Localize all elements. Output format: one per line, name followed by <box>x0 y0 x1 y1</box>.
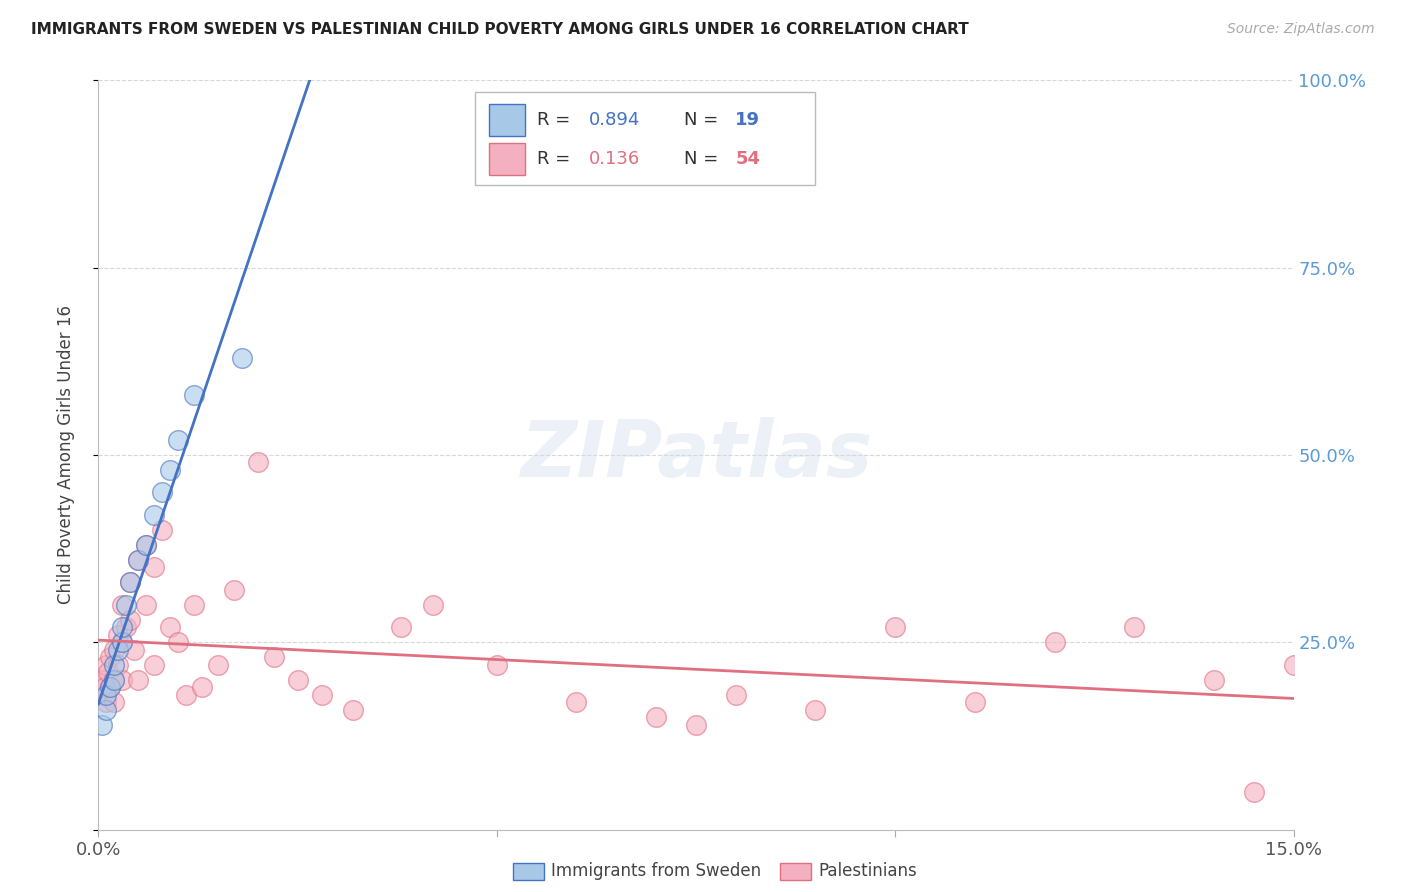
Point <box>124 642 146 657</box>
Point <box>120 575 142 590</box>
Point <box>94 680 117 694</box>
Point <box>342 703 364 717</box>
Point <box>91 717 114 731</box>
Point <box>111 598 134 612</box>
Point <box>98 650 122 665</box>
Text: R =: R = <box>537 111 571 129</box>
Point <box>135 538 157 552</box>
Point <box>263 650 285 665</box>
Text: Palestinians: Palestinians <box>818 863 917 880</box>
Point <box>115 598 138 612</box>
Point <box>96 688 118 702</box>
Text: N =: N = <box>685 111 718 129</box>
Point <box>143 657 166 672</box>
FancyBboxPatch shape <box>489 104 524 136</box>
Text: 0.894: 0.894 <box>589 111 640 129</box>
Point <box>1043 635 1066 649</box>
Point <box>183 598 205 612</box>
Point <box>246 455 269 469</box>
Point <box>191 680 214 694</box>
Point <box>103 657 125 672</box>
Point <box>135 538 157 552</box>
Text: Source: ZipAtlas.com: Source: ZipAtlas.com <box>1227 22 1375 37</box>
Y-axis label: Child Poverty Among Girls Under 16: Child Poverty Among Girls Under 16 <box>56 305 75 605</box>
Text: 54: 54 <box>735 150 761 168</box>
Point <box>207 657 229 672</box>
Text: 0.136: 0.136 <box>589 150 640 168</box>
Point <box>96 657 118 672</box>
Point <box>1123 620 1146 634</box>
Point <box>98 680 122 694</box>
Text: IMMIGRANTS FROM SWEDEN VS PALESTINIAN CHILD POVERTY AMONG GIRLS UNDER 16 CORRELA: IMMIGRANTS FROM SWEDEN VS PALESTINIAN CH… <box>31 22 969 37</box>
Point <box>103 642 125 657</box>
Point <box>159 620 181 634</box>
Point <box>103 673 125 687</box>
Point <box>174 688 197 702</box>
Point <box>287 673 309 687</box>
Point <box>120 575 142 590</box>
Point <box>183 388 205 402</box>
Point <box>120 613 142 627</box>
Point <box>98 680 122 694</box>
Point <box>103 695 125 709</box>
Point <box>127 553 149 567</box>
Point <box>96 703 118 717</box>
Point <box>884 620 907 634</box>
Point <box>143 508 166 522</box>
Point <box>135 598 157 612</box>
Point <box>107 657 129 672</box>
Text: 19: 19 <box>735 111 761 129</box>
Point <box>167 433 190 447</box>
Point <box>159 463 181 477</box>
Point <box>565 695 588 709</box>
Point <box>963 695 986 709</box>
Point <box>389 620 412 634</box>
FancyBboxPatch shape <box>475 92 815 186</box>
Point <box>150 523 173 537</box>
Text: Immigrants from Sweden: Immigrants from Sweden <box>551 863 761 880</box>
Text: R =: R = <box>537 150 571 168</box>
Point <box>111 635 134 649</box>
Point <box>724 688 747 702</box>
Point <box>231 351 253 365</box>
Point <box>485 657 508 672</box>
Point <box>150 485 173 500</box>
Point <box>111 673 134 687</box>
Point <box>1202 673 1225 687</box>
Point <box>685 717 707 731</box>
Point <box>422 598 444 612</box>
Point <box>222 582 245 597</box>
Point <box>1243 785 1265 799</box>
Point <box>107 628 129 642</box>
Point <box>143 560 166 574</box>
Point <box>111 635 134 649</box>
Text: ZIPatlas: ZIPatlas <box>520 417 872 493</box>
Point <box>111 620 134 634</box>
Point <box>127 673 149 687</box>
Point <box>103 673 125 687</box>
Point <box>1282 657 1305 672</box>
Point <box>127 553 149 567</box>
Point <box>115 620 138 634</box>
Text: N =: N = <box>685 150 718 168</box>
Point <box>167 635 190 649</box>
Point <box>107 642 129 657</box>
Point <box>97 665 120 680</box>
Point <box>311 688 333 702</box>
Point <box>804 703 827 717</box>
Point <box>91 673 114 687</box>
FancyBboxPatch shape <box>489 144 524 175</box>
Point <box>96 695 118 709</box>
Point <box>645 710 668 724</box>
Point <box>90 688 112 702</box>
